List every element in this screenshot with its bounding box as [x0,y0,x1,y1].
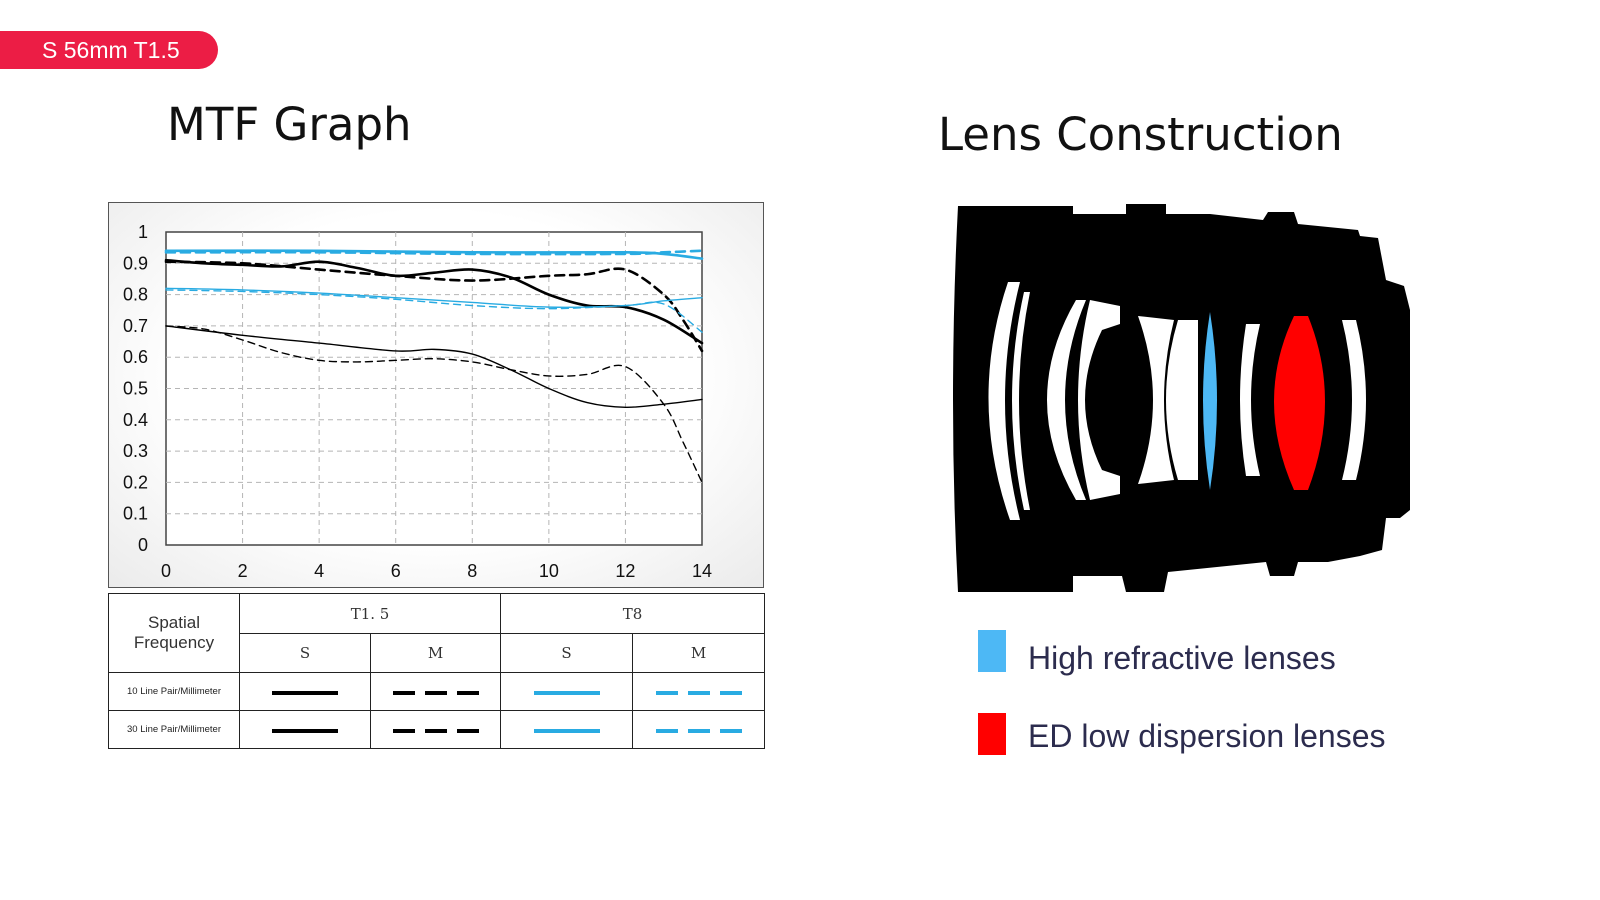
legend-line-blue-solid [533,728,600,733]
x-tick-label: 14 [692,561,712,581]
high-refractive-swatch [978,630,1006,672]
y-tick-label: 0.2 [123,472,148,492]
lens-element-7-high-refractive [1203,312,1217,490]
lens-element-5 [1138,316,1174,484]
lens-construction-title: Lens Construction [938,108,1343,161]
legend-swatch-t15-m-30lp [369,710,502,749]
lens-construction-diagram [953,204,1410,592]
x-tick-label: 10 [539,561,559,581]
x-tick-label: 0 [161,561,171,581]
legend-line-black-solid [272,728,338,733]
row-label-30lp: 30 Line Pair/Millimeter [108,710,240,749]
y-tick-label: 1 [138,222,148,242]
legend-swatch-t15-s-30lp [239,710,371,749]
y-tick-label: 0 [138,535,148,555]
high-refractive-label: High refractive lenses [1028,640,1336,676]
product-badge: S 56mm T1.5 [0,31,218,69]
lens-element-8 [1240,324,1260,476]
ed-low-dispersion-swatch [978,713,1006,755]
x-tick-label: 8 [467,561,477,581]
ed-low-dispersion-label: ED low dispersion lenses [1028,718,1386,754]
spatial-frequency-line-1: Spatial [148,613,200,632]
legend-swatch-t8-s-10lp [500,672,634,711]
plot-area [165,231,703,546]
x-tick-label: 2 [238,561,248,581]
spatial-frequency-line-2: Frequency [133,633,215,652]
mtf-chart: 00.10.20.30.40.50.60.70.80.910 2 4 6 8 10 12 14 [123,222,712,581]
orientation-header-t8-s: S [500,633,634,673]
y-tick-label: 0.8 [123,285,148,305]
row-label-10lp: 10 Line Pair/Millimeter [108,672,240,711]
aperture-t15-header: T1. 5 [238,593,502,634]
orientation-header-t8-m: M [632,633,766,673]
spatial-frequency-header: Spatial Frequency [108,593,240,673]
lens-element-9-ed-low-dispersion [1274,316,1325,490]
mtf-series-t8-s-10lp [164,249,704,260]
lens-element-4 [1078,300,1120,500]
y-tick-label: 0.7 [123,316,148,336]
lens-element-6 [1166,320,1198,480]
x-tick-label: 6 [391,561,401,581]
mtf-series-t15-s-30lp [165,325,703,408]
mtf-series-t15-m-10lp [164,260,704,353]
legend-swatch-t15-m-10lp [369,672,502,711]
legend-swatch-t8-m-10lp [632,672,766,711]
lens-element-3 [1047,300,1086,500]
y-tick-label: 0.1 [123,504,148,524]
legend-line-blue-dash [655,728,742,733]
y-tick-label: 0.5 [123,379,148,399]
mtf-series-t8-m-10lp [164,249,704,256]
orientation-header-t15-m: M [369,633,502,673]
mtf-series-t15-m-30lp [165,325,703,484]
orientation-header-t15-s: S [239,633,371,673]
lens-element-10 [1342,320,1366,480]
legend-line-blue-dash [655,690,742,695]
legend-swatch-t8-m-30lp [632,710,766,749]
x-tick-label: 4 [314,561,324,581]
legend-swatch-t8-s-30lp [500,710,634,749]
legend-line-blue-solid [533,690,600,695]
aperture-t8-header: T8 [500,593,766,634]
y-tick-label: 0.4 [123,410,148,430]
lens-element-2 [1012,292,1030,510]
legend-line-black-dash [392,690,479,695]
mtf-series-t8-m-30lp [165,289,703,333]
y-tick-label: 0.9 [123,253,148,273]
legend-line-black-solid [272,690,338,695]
lens-element-1 [988,282,1020,520]
x-tick-label: 12 [615,561,635,581]
legend-line-black-dash [392,728,479,733]
y-tick-label: 0.3 [123,441,148,461]
legend-swatch-t15-s-10lp [239,672,371,711]
y-tick-label: 0.6 [123,347,148,367]
mtf-legend-table: Spatial Frequency T1. 5 T8 S M S M 10 Li… [108,593,766,749]
mtf-graph-title: MTF Graph [167,98,412,151]
